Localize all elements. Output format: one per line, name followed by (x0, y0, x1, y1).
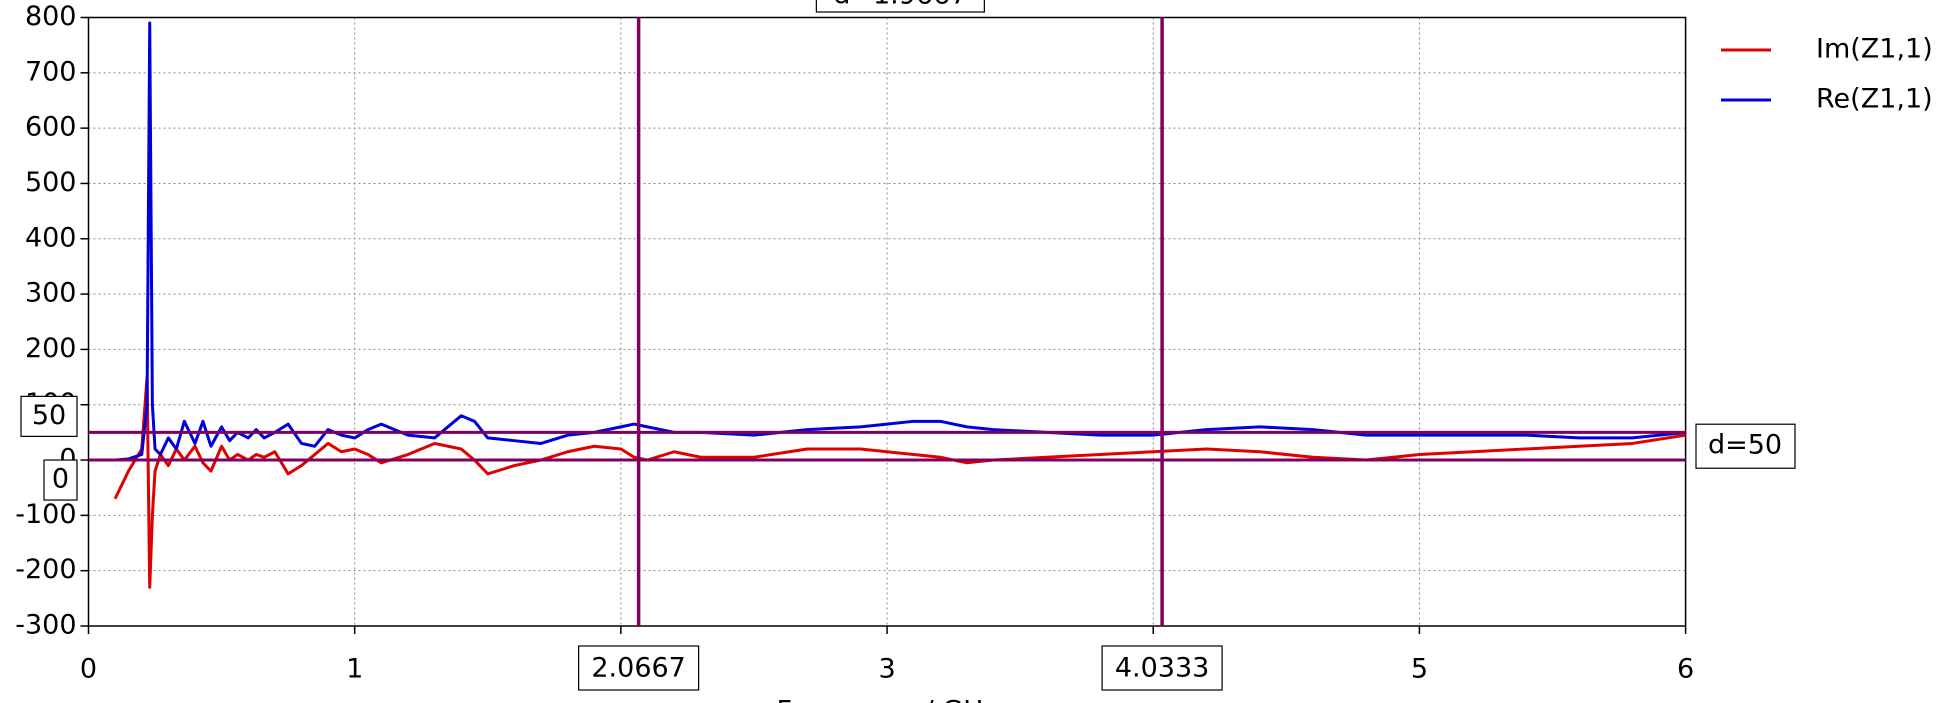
x-marker-label: 4.0333 (1115, 653, 1209, 684)
x-tick-label: 3 (878, 654, 895, 685)
y-tick-label: 400 (25, 222, 77, 253)
x-tick-label: 5 (1411, 654, 1428, 685)
y-delta-label: d=50 (1708, 430, 1782, 461)
y-marker-box (43, 459, 78, 501)
x-axis-label: Frequency / GHz (776, 696, 997, 703)
y-marker-label: 50 (32, 400, 66, 431)
x-marker-box (1101, 645, 1223, 691)
legend-label: Im(Z1,1) (1816, 34, 1933, 65)
y-tick-label: 500 (25, 167, 77, 198)
y-tick-label: 200 (25, 333, 77, 364)
x-delta-box (815, 0, 985, 13)
y-tick-label: 600 (25, 112, 77, 143)
legend-label: Re(Z1,1) (1816, 84, 1933, 115)
x-marker-box (578, 645, 700, 691)
y-tick-label: 300 (25, 278, 77, 309)
y-delta-box (1695, 423, 1796, 469)
x-tick-label: 1 (346, 654, 363, 685)
y-marker-label: 0 (52, 464, 69, 495)
y-tick-label: 800 (25, 1, 77, 32)
y-tick-label: -300 (15, 610, 76, 641)
x-tick-label: 6 (1677, 654, 1694, 685)
y-marker-box (20, 395, 78, 437)
y-tick-label: -200 (15, 554, 76, 585)
y-tick-label: -100 (15, 499, 76, 530)
x-tick-label: 0 (80, 654, 97, 685)
x-marker-label: 2.0667 (591, 653, 685, 684)
plot-frame (87, 16, 1687, 627)
y-tick-label: 700 (25, 56, 77, 87)
x-delta-label: d=1.9667 (833, 0, 967, 11)
series-line (113, 375, 1686, 589)
